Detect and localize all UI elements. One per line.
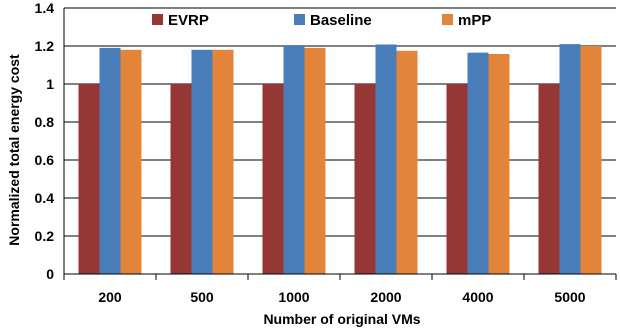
legend-label-evrp: EVRP — [168, 12, 209, 29]
bar-mpp-4000 — [488, 53, 510, 275]
bar-evrp-5000 — [538, 84, 560, 274]
y-tick-label: 1.2 — [35, 38, 55, 54]
x-axis-title: Number of original VMs — [263, 311, 420, 327]
legend-swatch-evrp — [152, 14, 163, 25]
bar-evrp-2000 — [354, 84, 376, 274]
legend: EVRP Baseline mPP — [152, 12, 491, 29]
x-tick-label: 500 — [190, 289, 214, 305]
bar-mpp-1000 — [304, 47, 326, 275]
x-tick-label: 5000 — [554, 289, 585, 305]
bar-baseline-4000 — [467, 52, 489, 275]
bar-evrp-500 — [170, 84, 192, 274]
bar-evrp-200 — [78, 84, 100, 274]
bar-baseline-5000 — [559, 44, 581, 274]
x-tick-label: 1000 — [278, 289, 309, 305]
x-tick-label: 4000 — [462, 289, 493, 305]
y-tick-label: 0.4 — [35, 190, 55, 206]
y-tick-label: 0.2 — [35, 228, 55, 244]
bar-mpp-5000 — [580, 46, 602, 274]
axes — [63, 8, 617, 280]
bar-mpp-500 — [212, 49, 234, 274]
bar-baseline-500 — [191, 49, 213, 274]
bar-mpp-2000 — [396, 50, 418, 274]
y-tick-labels: 0 0.2 0.4 0.6 0.8 1 1.2 1.4 — [35, 0, 55, 282]
bar-evrp-1000 — [262, 84, 284, 274]
bar-baseline-1000 — [283, 45, 305, 274]
y-tick-label: 0.6 — [35, 152, 55, 168]
legend-swatch-baseline — [294, 14, 305, 25]
bar-evrp-4000 — [446, 84, 468, 274]
y-tick-label: 1 — [46, 76, 54, 92]
bar-mpp-200 — [120, 49, 142, 274]
bar-baseline-2000 — [375, 44, 397, 275]
x-tick-label: 200 — [98, 289, 122, 305]
y-tick-label: 0.8 — [35, 114, 55, 130]
y-tick-label: 1.4 — [35, 0, 55, 16]
legend-label-baseline: Baseline — [310, 12, 372, 29]
y-tick-label: 0 — [46, 266, 54, 282]
x-tick-label: 2000 — [370, 289, 401, 305]
legend-swatch-mpp — [442, 14, 453, 25]
legend-label-mpp: mPP — [458, 12, 491, 29]
gridlines — [64, 7, 616, 275]
bar-baseline-200 — [99, 47, 121, 275]
y-axis-title: Normalized total energy cost — [6, 54, 22, 246]
bars — [78, 44, 602, 275]
x-tick-labels: 200 500 1000 2000 4000 5000 — [98, 289, 585, 305]
